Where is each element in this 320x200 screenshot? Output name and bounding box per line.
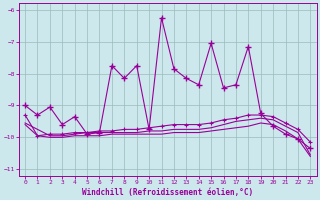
X-axis label: Windchill (Refroidissement éolien,°C): Windchill (Refroidissement éolien,°C) <box>82 188 253 197</box>
